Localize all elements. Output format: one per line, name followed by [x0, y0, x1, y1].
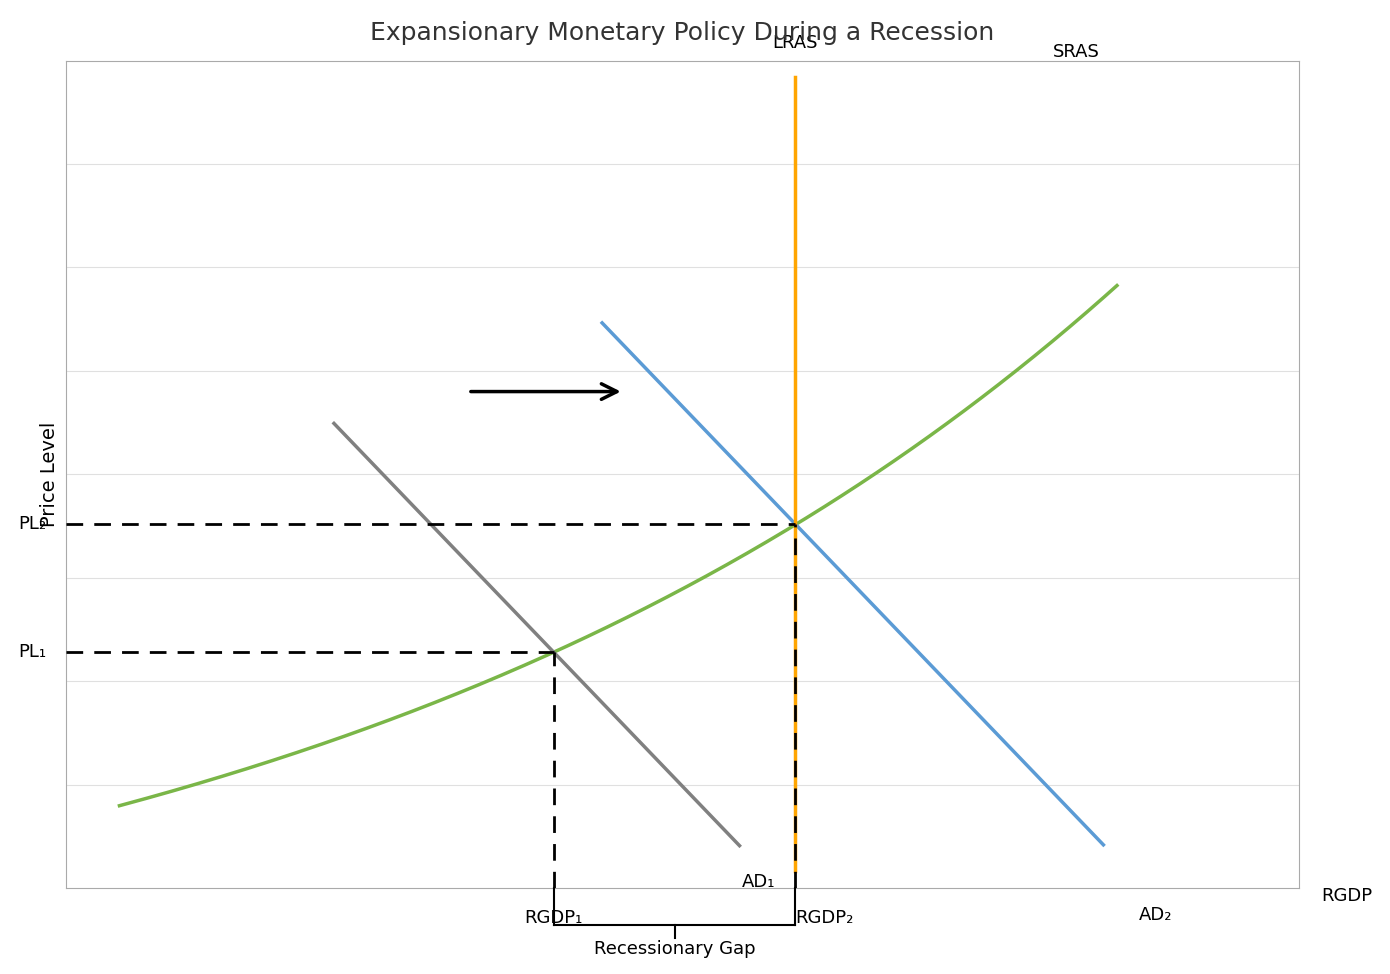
Text: RGDP₁: RGDP₁: [524, 909, 582, 926]
Text: PL₁: PL₁: [18, 643, 46, 661]
Text: RGDP₂: RGDP₂: [795, 909, 853, 926]
Text: AD₂: AD₂: [1138, 906, 1172, 924]
Text: LRAS: LRAS: [773, 34, 817, 53]
Title: Expansionary Monetary Policy During a Recession: Expansionary Monetary Policy During a Re…: [371, 20, 995, 45]
Y-axis label: Price Level: Price Level: [40, 422, 58, 527]
Text: PL₂: PL₂: [18, 515, 46, 533]
Text: AD₁: AD₁: [741, 873, 776, 890]
Text: SRAS: SRAS: [1052, 43, 1099, 60]
Text: RGDP: RGDP: [1320, 887, 1372, 905]
Text: Recessionary Gap: Recessionary Gap: [594, 940, 755, 958]
